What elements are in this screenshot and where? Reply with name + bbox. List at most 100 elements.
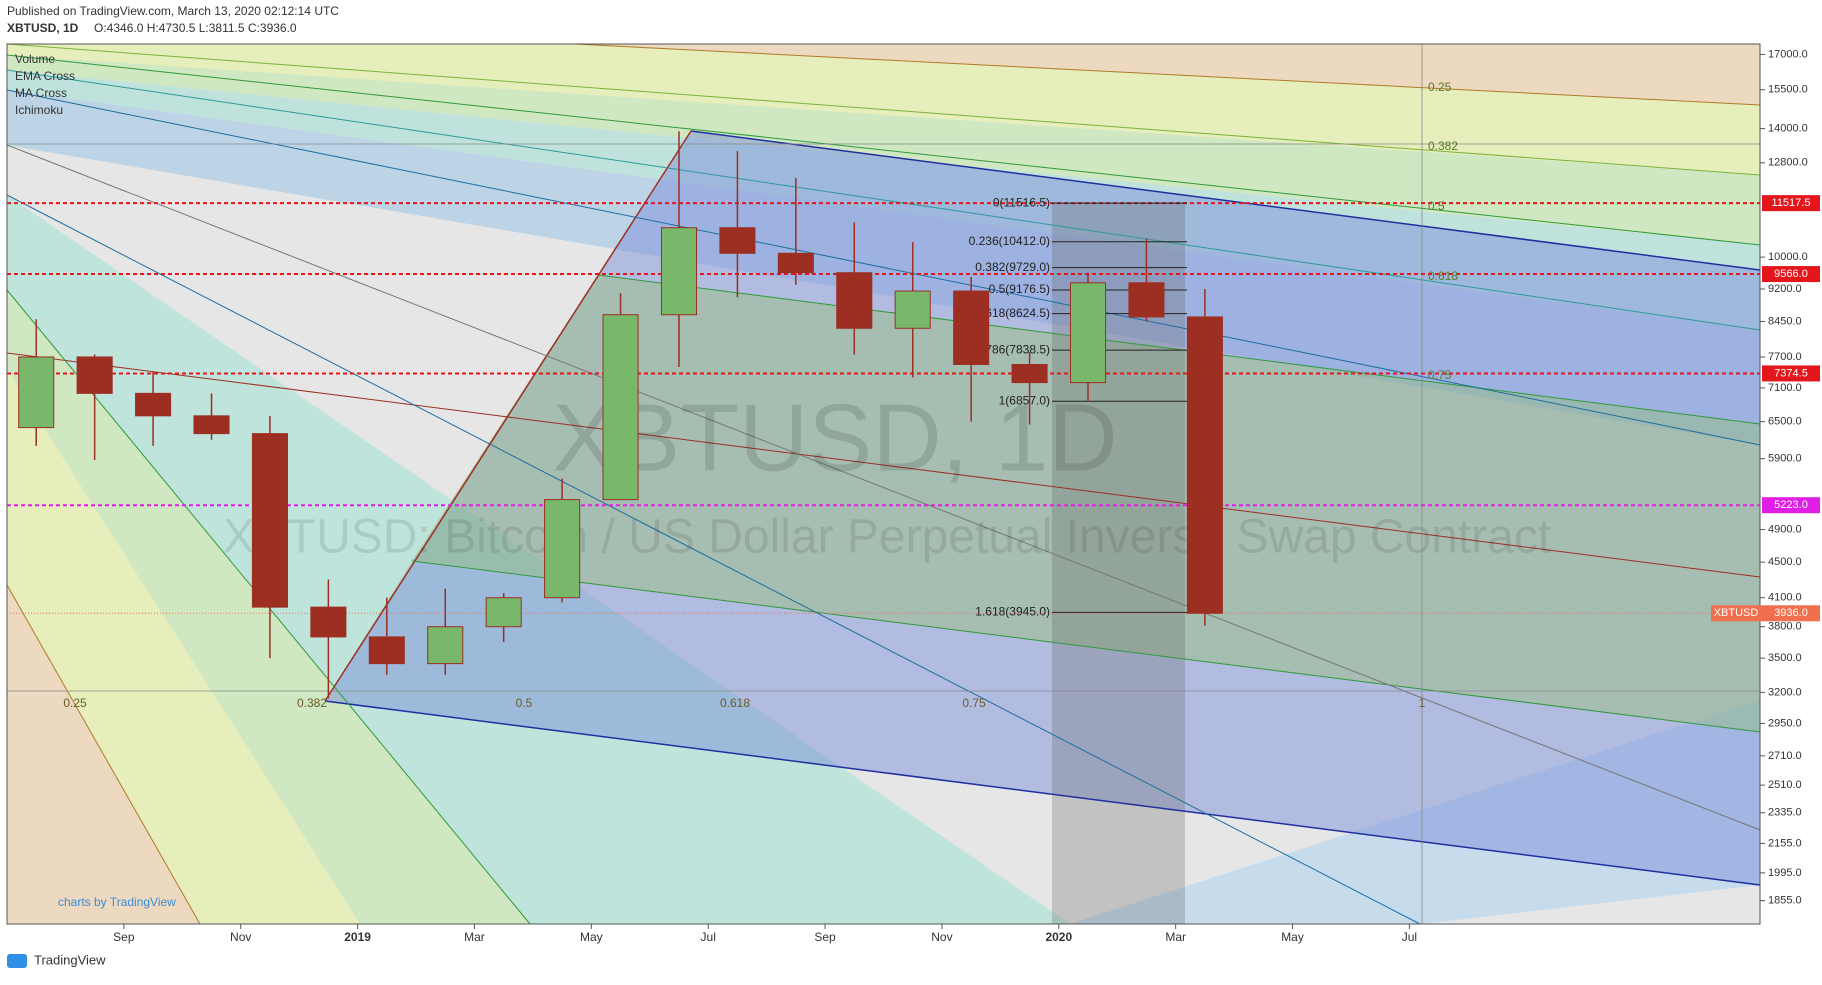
y-tick-label: 8450.0 <box>1768 315 1802 327</box>
candle-body <box>368 636 405 665</box>
y-tick-label: 15500.0 <box>1768 84 1808 96</box>
last-price-label: 3936.0 <box>1774 607 1808 619</box>
y-tick-label: 3800.0 <box>1768 621 1802 633</box>
fib-label: 1(6857.0) <box>999 393 1050 407</box>
x-tick-label: 2019 <box>344 930 371 944</box>
x-tick-label: Jul <box>701 930 716 944</box>
level-label: 9566.0 <box>1774 268 1808 280</box>
fan-label: 0.5 <box>1428 199 1445 213</box>
x-tick-label: May <box>1281 930 1304 944</box>
last-price-name: XBTUSD <box>1714 607 1759 619</box>
x-tick-label: Sep <box>113 930 135 944</box>
plot-border <box>6 43 1761 925</box>
ohlc: O:4346.0 H:4730.5 L:3811.5 C:3936.0 <box>94 21 297 35</box>
candle-body <box>544 499 581 599</box>
x-tick-label: Sep <box>814 930 836 944</box>
y-tick-label: 14000.0 <box>1768 122 1808 134</box>
candle-body <box>485 597 522 628</box>
y-tick-label: 2155.0 <box>1768 837 1802 849</box>
candle-body <box>719 227 756 254</box>
y-tick-label: 9200.0 <box>1768 283 1802 295</box>
fib-label: 0.786(7838.5) <box>975 342 1050 356</box>
fan-background <box>6 43 1761 925</box>
y-tick-label: 4100.0 <box>1768 592 1802 604</box>
watermark-description: XBTUSD: Bitcoin / US Dollar Perpetual In… <box>223 511 1552 564</box>
x-tick-label: May <box>580 930 603 944</box>
candle-body <box>1011 363 1048 384</box>
published: Published on TradingView.com, March 13, … <box>7 4 339 18</box>
fan-label: 0.25 <box>1428 80 1452 94</box>
fan-label: 0.75 <box>1428 368 1452 382</box>
y-tick-label: 1855.0 <box>1768 895 1802 907</box>
candle-body <box>18 356 55 429</box>
fib-label: 1.618(3945.0) <box>975 605 1050 619</box>
fan-label: 0.382 <box>297 696 327 710</box>
y-tick-label: 4900.0 <box>1768 524 1802 536</box>
y-tick-label: 6500.0 <box>1768 416 1802 428</box>
fan-label: 1 <box>1419 696 1426 710</box>
level-label: 5223.0 <box>1774 499 1808 511</box>
footer: TradingView <box>34 952 106 967</box>
candle-body <box>1128 282 1165 318</box>
y-tick-label: 10000.0 <box>1768 251 1808 263</box>
y-tick-label: 5900.0 <box>1768 453 1802 465</box>
y-tick-label: 12800.0 <box>1768 157 1808 169</box>
level-badge <box>1762 497 1820 514</box>
watermark-symbol: XBTUSD, 1D <box>552 384 1117 491</box>
x-tick-label: Mar <box>464 930 485 944</box>
candle-body <box>310 606 347 638</box>
watermark: XBTUSD, 1D XBTUSD: Bitcoin / US Dollar P… <box>223 384 1552 563</box>
x-tick-label: 2020 <box>1045 930 1072 944</box>
candle-body <box>660 227 698 316</box>
x-tick-label: Nov <box>931 930 952 944</box>
level-label: 11517.5 <box>1772 197 1811 209</box>
y-tick-label: 17000.0 <box>1768 48 1808 60</box>
indicator-name: EMA Cross <box>15 69 75 83</box>
candle-body <box>251 433 288 608</box>
y-tick-label: 2950.0 <box>1768 717 1802 729</box>
candle-body <box>427 626 464 665</box>
candle-body <box>193 415 230 435</box>
last-price-badge <box>1711 605 1820 622</box>
level-badge <box>1762 266 1820 283</box>
symbol: XBTUSD, 1D <box>7 21 79 35</box>
candle-body <box>76 356 113 394</box>
level-badge <box>1762 365 1820 382</box>
fib-label: 0.236(10412.0) <box>969 234 1050 248</box>
fan-label: 0.25 <box>63 696 87 710</box>
candle-body <box>836 272 873 329</box>
y-tick-label: 2510.0 <box>1768 779 1802 791</box>
x-tick-label: Mar <box>1165 930 1186 944</box>
fib-label: 0.382(9729.0) <box>975 260 1050 274</box>
candle-body <box>1186 316 1223 614</box>
indicator-name: MA Cross <box>15 86 67 100</box>
candle-body <box>1069 282 1107 384</box>
fan-label: 0.618 <box>1428 269 1458 283</box>
level-badge <box>1762 195 1820 212</box>
fan-label: 0.382 <box>1428 139 1458 153</box>
candle-body <box>602 314 639 501</box>
logo <box>7 954 27 968</box>
x-tick-label: Nov <box>230 930 251 944</box>
fan-label: 0.5 <box>516 696 533 710</box>
y-tick-label: 2710.0 <box>1768 750 1802 762</box>
fib-label: 0.618(8624.5) <box>975 306 1050 320</box>
y-tick-label: 3500.0 <box>1768 652 1802 664</box>
x-tick-label: Jul <box>1402 930 1417 944</box>
fan-label: 0.75 <box>962 696 986 710</box>
candle-body <box>135 392 172 417</box>
y-tick-label: 4500.0 <box>1768 556 1802 568</box>
candle-body <box>894 290 931 329</box>
indicator-name: Volume <box>15 52 55 66</box>
indicator-name: Ichimoku <box>15 103 63 117</box>
fib-label: 0(11516.5) <box>993 195 1050 209</box>
level-label: 7374.5 <box>1774 367 1808 379</box>
fan-label: 0.618 <box>720 696 750 710</box>
candle-body <box>953 290 990 365</box>
y-tick-label: 7700.0 <box>1768 351 1802 363</box>
fib-label: 0.5(9176.5) <box>989 282 1050 296</box>
candle-body <box>777 252 814 274</box>
y-tick-label: 1995.0 <box>1768 867 1802 879</box>
